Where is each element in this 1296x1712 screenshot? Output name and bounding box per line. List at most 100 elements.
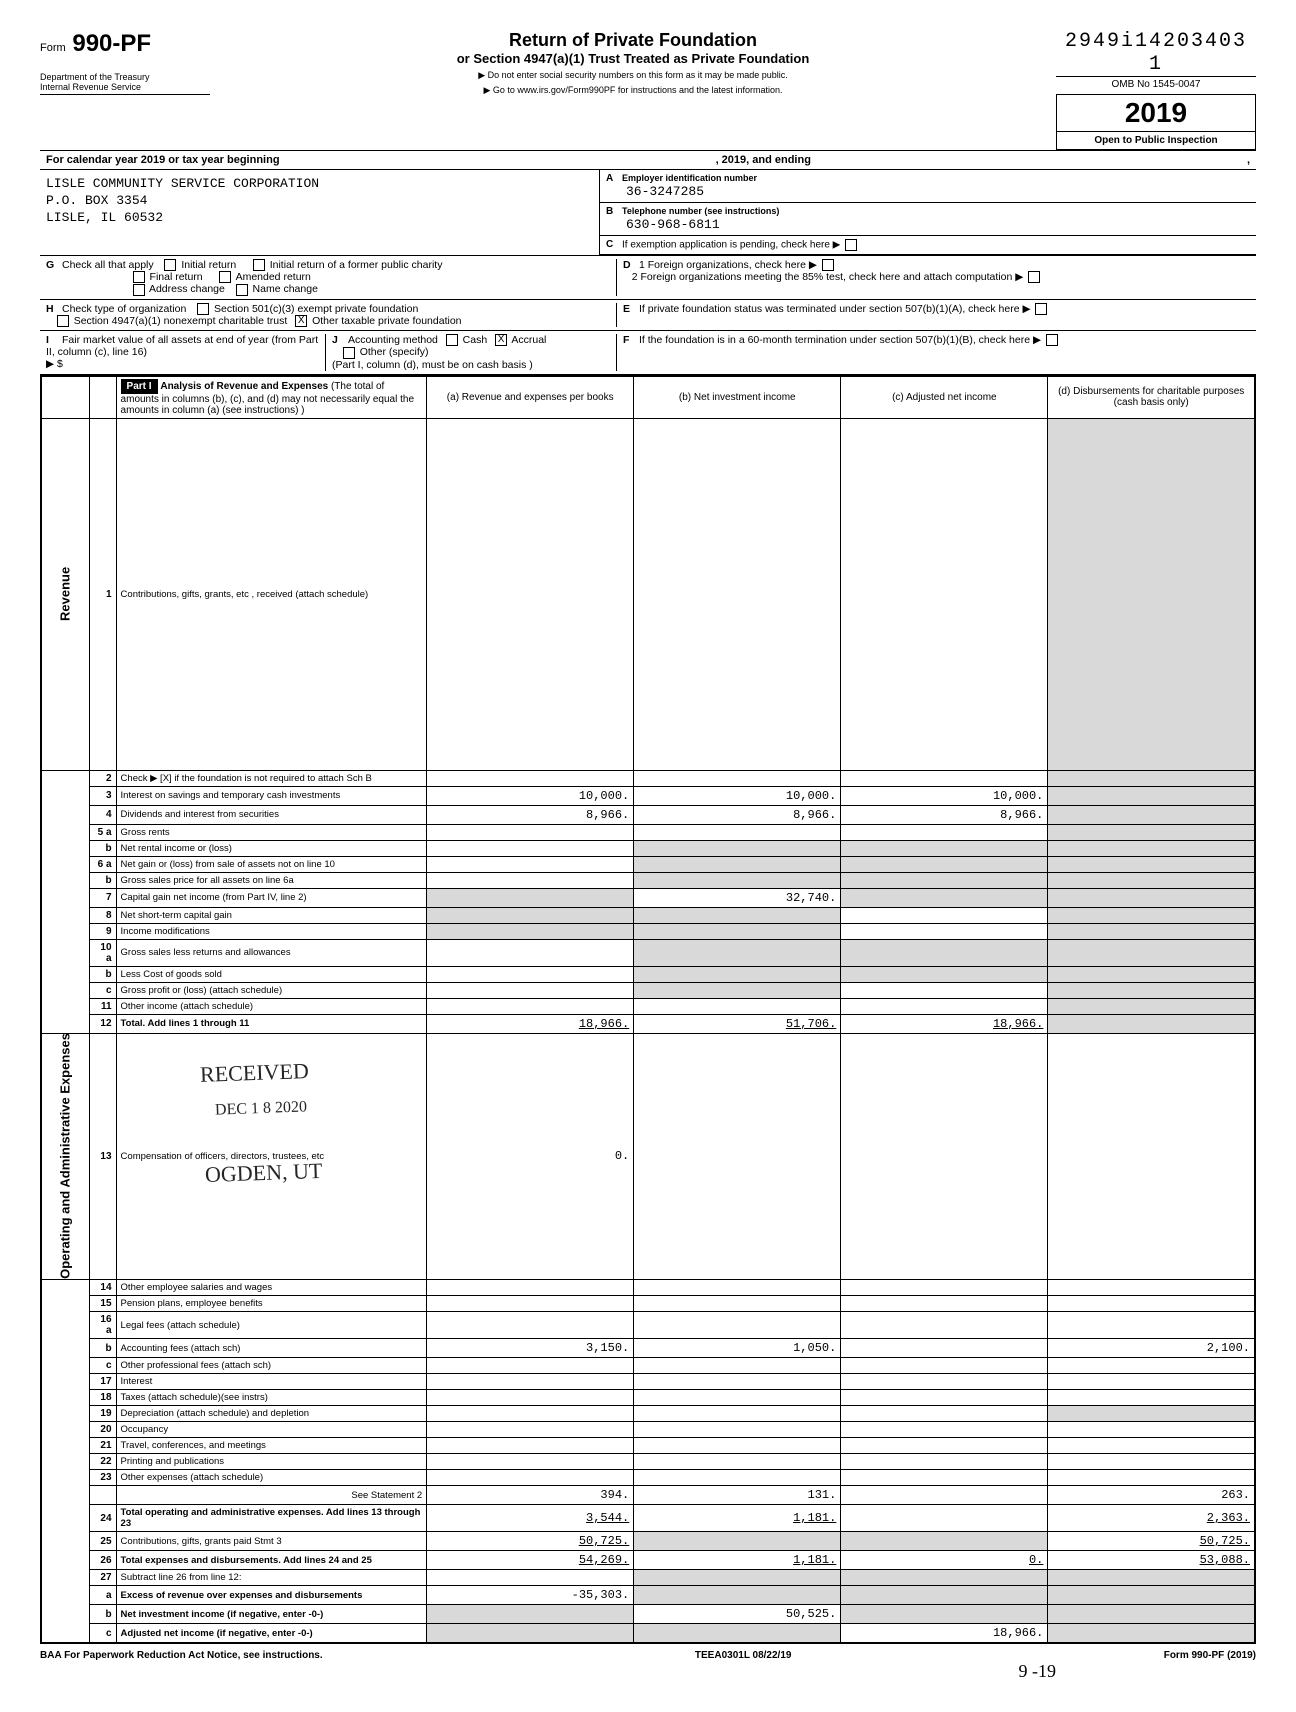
cell-b: [634, 1296, 841, 1312]
cell-c: [841, 1280, 1048, 1296]
cell-c: [841, 982, 1048, 998]
row-desc: Other employee salaries and wages: [116, 1280, 427, 1296]
cell-a: [427, 1280, 634, 1296]
cell-b: [634, 856, 841, 872]
cell-b: 51,706.: [634, 1014, 841, 1033]
f-label: If the foundation is in a 60-month termi…: [639, 334, 1030, 346]
j-note: (Part I, column (d), must be on cash bas…: [332, 359, 533, 371]
row-desc: Subtract line 26 from line 12:: [116, 1570, 427, 1586]
cell-d: [1048, 939, 1255, 966]
cell-b: [634, 998, 841, 1014]
row-desc: Gross sales price for all assets on line…: [116, 872, 427, 888]
checkbox-final-return[interactable]: [133, 271, 145, 283]
cell-d: [1048, 907, 1255, 923]
row-desc: Accounting fees (attach sch): [116, 1339, 427, 1358]
table-row: aExcess of revenue over expenses and dis…: [41, 1586, 1255, 1605]
cell-a: [427, 824, 634, 840]
checkbox-501c3[interactable]: [197, 303, 209, 315]
cell-b: 1,181.: [634, 1505, 841, 1532]
row-number: 22: [89, 1454, 116, 1470]
row-g: GCheck all that apply Initial return Ini…: [40, 256, 1256, 300]
cell-b: [634, 1422, 841, 1438]
d2-label: 2 Foreign organizations meeting the 85% …: [632, 271, 1013, 283]
row-number: 25: [89, 1532, 116, 1551]
i-label: Fair market value of all assets at end o…: [46, 334, 318, 358]
cell-b: [634, 1454, 841, 1470]
ein-row-c: CIf exemption application is pending, ch…: [600, 236, 1256, 255]
g-opt-0: Initial return: [181, 259, 236, 271]
checkbox-other-method[interactable]: [343, 347, 355, 359]
h-opt-0: Section 501(c)(3) exempt private foundat…: [214, 303, 418, 315]
row-number: [89, 1486, 116, 1505]
checkbox-initial-return[interactable]: [164, 259, 176, 271]
checkbox-4947a1[interactable]: [57, 315, 69, 327]
table-row: 23Other expenses (attach schedule): [41, 1470, 1255, 1486]
cell-c: [841, 1586, 1048, 1605]
cell-d: [1048, 1470, 1255, 1486]
cal-mid: , 2019, and ending: [280, 154, 1247, 166]
row-desc: Net short-term capital gain: [116, 907, 427, 923]
table-row: cGross profit or (loss) (attach schedule…: [41, 982, 1255, 998]
table-row: cOther professional fees (attach sch): [41, 1358, 1255, 1374]
row-number: 11: [89, 998, 116, 1014]
checkbox-other-taxable[interactable]: X: [295, 315, 307, 327]
checkbox-e[interactable]: [1035, 303, 1047, 315]
col-a-header: (a) Revenue and expenses per books: [427, 376, 634, 419]
cell-b: [634, 1532, 841, 1551]
phone-label: Telephone number (see instructions): [622, 206, 779, 216]
table-row: Operating and Administrative Expenses13C…: [41, 1033, 1255, 1280]
cell-c: [841, 840, 1048, 856]
cell-d: [1048, 966, 1255, 982]
table-row: bAccounting fees (attach sch)3,150.1,050…: [41, 1339, 1255, 1358]
g-opt-2: Address change: [149, 283, 225, 295]
ein-side: AEmployer identification number 36-32472…: [600, 170, 1256, 255]
cell-b: [634, 1390, 841, 1406]
table-row: 4Dividends and interest from securities8…: [41, 805, 1255, 824]
row-number: 13: [89, 1033, 116, 1280]
checkbox-f[interactable]: [1046, 334, 1058, 346]
cell-b: [634, 1374, 841, 1390]
cell-c: [841, 907, 1048, 923]
cell-b: [634, 872, 841, 888]
i-prefix: ▶ $: [46, 358, 63, 370]
cell-d: 53,088.: [1048, 1551, 1255, 1570]
row-number: b: [89, 966, 116, 982]
cell-a: [427, 1390, 634, 1406]
checkbox-amended[interactable]: [219, 271, 231, 283]
row-desc: Income modifications: [116, 923, 427, 939]
cell-c: [841, 1532, 1048, 1551]
checkbox-cash[interactable]: [446, 334, 458, 346]
table-row: 8Net short-term capital gain: [41, 907, 1255, 923]
cell-a: 54,269.: [427, 1551, 634, 1570]
row-desc: Capital gain net income (from Part IV, l…: [116, 888, 427, 907]
cell-c: [841, 1605, 1048, 1624]
checkbox-d2[interactable]: [1028, 271, 1040, 283]
title-note-a: ▶ Do not enter social security numbers o…: [210, 70, 1056, 81]
checkbox-address-change[interactable]: [133, 284, 145, 296]
table-row: See Statement 2394.131.263.: [41, 1486, 1255, 1505]
row-desc: Check ▶ [X] if the foundation is not req…: [116, 770, 427, 786]
checkbox-d1[interactable]: [822, 259, 834, 271]
table-row: Revenue1Contributions, gifts, grants, et…: [41, 418, 1255, 770]
cell-d: [1048, 824, 1255, 840]
cell-d: [1048, 1570, 1255, 1586]
form-number: 990-PF: [72, 30, 151, 57]
cell-c: [841, 824, 1048, 840]
row-desc: Taxes (attach schedule)(see instrs): [116, 1390, 427, 1406]
checkbox-c[interactable]: [845, 239, 857, 251]
cell-b: [634, 1312, 841, 1339]
row-desc: See Statement 2: [116, 1486, 427, 1505]
part-i-table: Part I Analysis of Revenue and Expenses …: [40, 375, 1256, 1645]
checkbox-former-charity[interactable]: [253, 259, 265, 271]
cell-c: [841, 418, 1048, 770]
checkbox-name-change[interactable]: [236, 284, 248, 296]
side-label-revenue: Revenue: [41, 418, 89, 770]
row-number: 23: [89, 1470, 116, 1486]
cell-b: [634, 770, 841, 786]
cell-d: [1048, 786, 1255, 805]
dept-line-2: Internal Revenue Service: [40, 82, 141, 92]
cell-d: [1048, 418, 1255, 770]
row-desc: Other income (attach schedule): [116, 998, 427, 1014]
col-c-header: (c) Adjusted net income: [841, 376, 1048, 419]
checkbox-accrual[interactable]: X: [495, 334, 507, 346]
